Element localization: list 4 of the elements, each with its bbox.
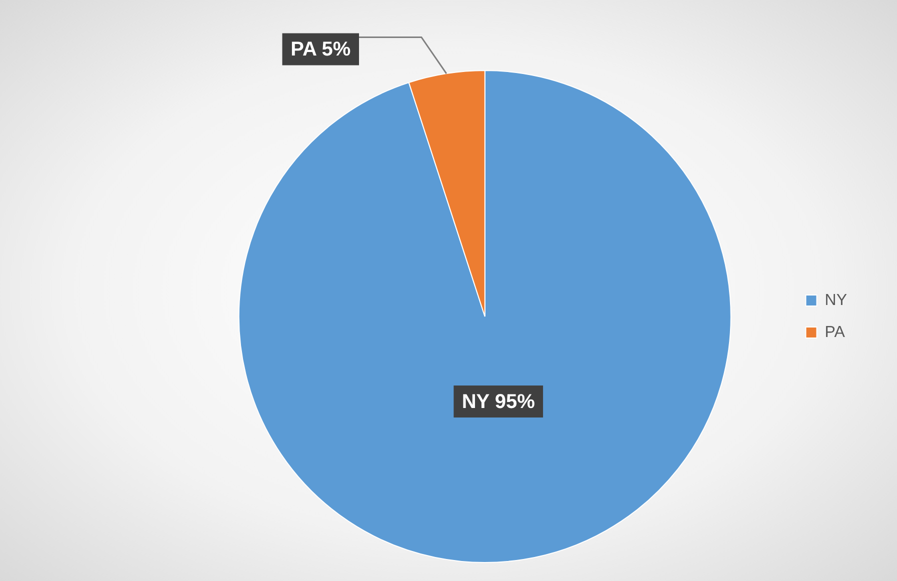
legend-label: PA <box>824 324 846 341</box>
data-label: NY 95% <box>462 391 536 414</box>
legend-label: NY <box>824 292 848 309</box>
data-label: PA 5% <box>290 38 351 61</box>
